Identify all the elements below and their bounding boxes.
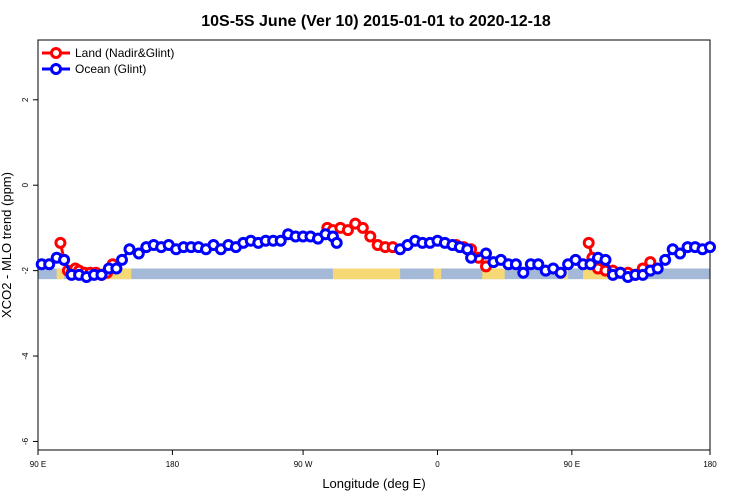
data-point-ocean <box>330 236 343 249</box>
data-point-ocean <box>554 266 567 279</box>
data-point-land <box>356 221 369 234</box>
data-point-ocean <box>532 258 545 271</box>
data-point-ocean <box>599 253 612 266</box>
y-tick-label: -6 <box>21 437 30 445</box>
data-point-land <box>364 230 377 243</box>
land-band-segment <box>56 268 65 280</box>
legend: Land (Nadir&Glint) Ocean (Glint) <box>42 46 174 76</box>
data-point-ocean <box>110 262 123 275</box>
y-axis: 2 0 -2 -4 -6 <box>21 97 38 445</box>
y-tick-label: -4 <box>21 352 30 360</box>
legend-label-land: Land (Nadir&Glint) <box>75 46 174 60</box>
y-axis-label: XCO2 - MLO trend (ppm) <box>0 172 14 318</box>
data-point-ocean <box>43 258 56 271</box>
legend-marker-ocean <box>50 63 62 75</box>
data-point-land <box>54 236 67 249</box>
land-band-segment <box>482 268 505 280</box>
land-band-segment <box>332 268 401 280</box>
x-tick-label: 0 <box>435 460 440 469</box>
data-point-ocean <box>517 266 530 279</box>
y-tick-label: 0 <box>21 182 30 187</box>
data-point-ocean <box>651 262 664 275</box>
x-axis: 90 E 180 90 W 0 90 E 180 <box>30 450 717 469</box>
legend-marker-land <box>50 47 62 59</box>
data-point-ocean <box>58 253 71 266</box>
data-point-ocean <box>465 251 478 264</box>
data-point-ocean <box>704 241 716 254</box>
data-point-ocean <box>116 253 128 266</box>
x-tick-label: 90 W <box>294 460 313 469</box>
legend-entry-land: Land (Nadir&Glint) <box>42 46 174 60</box>
x-tick-label: 180 <box>703 460 717 469</box>
y-tick-label: -2 <box>21 267 30 275</box>
data-point-ocean <box>509 258 522 271</box>
land-band-segment <box>433 268 442 280</box>
series-ocean <box>35 228 716 283</box>
series-layer <box>35 217 716 283</box>
legend-label-ocean: Ocean (Glint) <box>75 62 146 76</box>
data-point-ocean <box>132 247 145 260</box>
data-point-ocean <box>584 258 597 271</box>
data-point-ocean <box>674 247 687 260</box>
data-point-ocean <box>480 247 492 260</box>
x-tick-label: 90 E <box>564 460 580 469</box>
chart-title: 10S-5S June (Ver 10) 2015-01-01 to 2020-… <box>201 13 551 30</box>
x-tick-label: 90 E <box>30 460 46 469</box>
data-point-ocean <box>123 243 136 256</box>
data-point-land <box>341 224 354 237</box>
x-axis-label: Longitude (deg E) <box>322 476 425 491</box>
data-point-ocean <box>274 234 287 247</box>
data-point-ocean <box>659 253 672 266</box>
legend-entry-ocean: Ocean (Glint) <box>42 62 146 76</box>
y-tick-label: 2 <box>21 97 30 102</box>
data-point-land <box>582 236 595 249</box>
x-tick-label: 180 <box>166 460 180 469</box>
data-point-ocean <box>95 268 108 281</box>
